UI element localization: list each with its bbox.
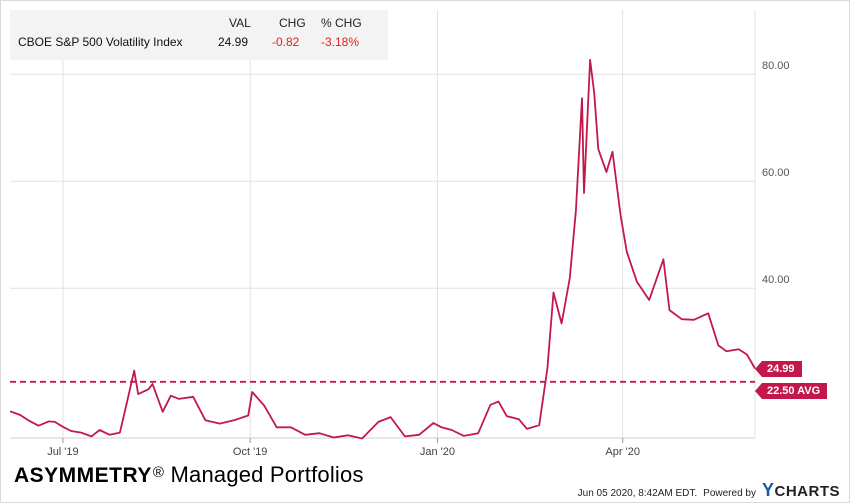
series-line [9, 58, 756, 440]
logo-rest-text: Managed Portfolios [170, 462, 364, 487]
x-tick-label: Jan '20 [420, 446, 455, 458]
legend-series-name[interactable]: CBOE S&P 500 Volatility Index [18, 35, 183, 49]
x-tick-label: Apr '20 [605, 446, 640, 458]
x-axis: Jul '19 Oct '19 Jan '20 Apr '20 [47, 438, 640, 458]
ycharts-y-mark: Y [761, 480, 775, 500]
legend-value: 24.99 [218, 35, 249, 49]
x-tick-label: Oct '19 [233, 446, 268, 458]
y-tick-label: 40.00 [762, 274, 790, 286]
y-axis: 40.00 60.00 80.00 [762, 60, 790, 286]
asymmetry-logo: ASYMMETRY® Managed Portfolios [14, 462, 364, 488]
last-value-badge: 24.99 [755, 360, 802, 377]
grid-lines [10, 10, 756, 439]
legend-header-val: VAL [229, 16, 251, 30]
powered-by-label: Powered by [703, 488, 756, 499]
logo-bold-text: ASYMMETRY [14, 464, 152, 487]
average-badge: 22.50 AVG [754, 382, 828, 399]
y-tick-label: 80.00 [762, 60, 790, 72]
x-tick-label: Jul '19 [47, 446, 78, 458]
legend-header-chg: CHG [279, 16, 306, 30]
legend-header-pct: % CHG [321, 16, 362, 30]
ycharts-logo[interactable]: YCHARTS [762, 480, 840, 501]
timestamp: Jun 05 2020, 8:42AM EDT. [577, 488, 698, 499]
legend-table: VAL CHG % CHG CBOE S&P 500 Volatility In… [10, 10, 388, 60]
registered-mark: ® [152, 464, 165, 481]
legend-change: -0.82 [272, 35, 300, 49]
ycharts-wordmark: CHARTS [774, 483, 840, 500]
legend-percent-change: -3.18% [321, 35, 360, 49]
footer-attribution: Jun 05 2020, 8:42AM EDT. Powered by YCHA… [578, 480, 840, 501]
y-tick-label: 60.00 [762, 167, 790, 179]
